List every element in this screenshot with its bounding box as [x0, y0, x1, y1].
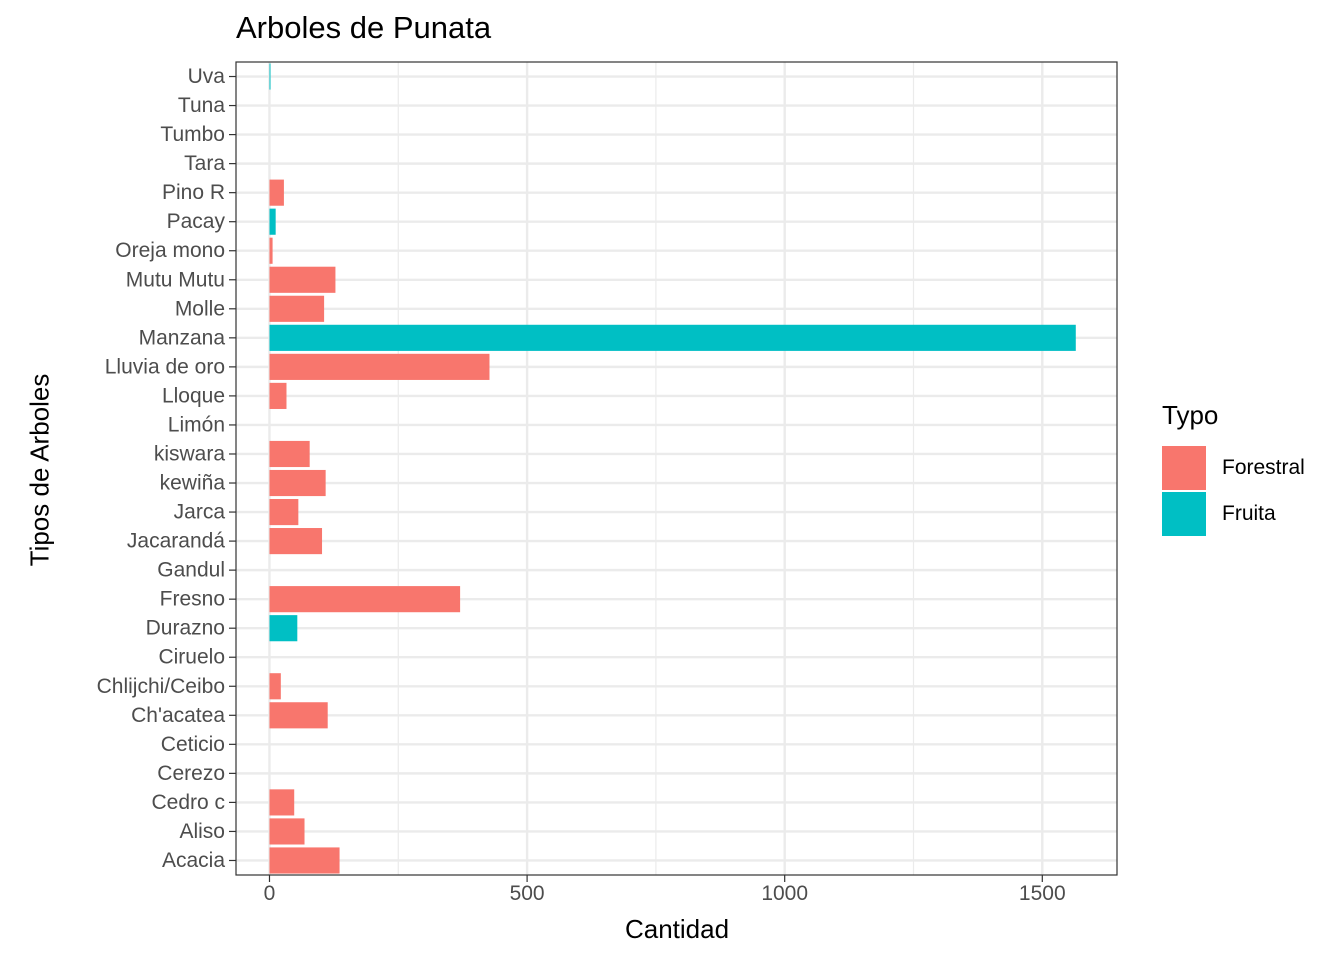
y-tick-label: Gandul — [157, 559, 225, 582]
y-tick-label: Lloque — [162, 384, 225, 407]
chart-title: Arboles de Punata — [236, 10, 492, 45]
y-tick-label: Jarca — [174, 501, 226, 524]
legend-key-fruita — [1162, 492, 1206, 536]
y-tick-label: Jacarandá — [127, 530, 225, 553]
bar-jarca — [269, 498, 299, 526]
y-tick-label: Lluvia de oro — [105, 355, 225, 378]
y-tick-label: Mutu Mutu — [126, 268, 225, 291]
legend-item-forestral: Forestral — [1162, 446, 1305, 490]
y-tick-label: Ch'acatea — [131, 704, 225, 727]
legend-label-forestral: Forestral — [1222, 456, 1305, 479]
bar-ch-acatea — [269, 702, 328, 729]
bar-chlijchi-ceibo — [269, 673, 281, 700]
y-tick-label: kiswara — [154, 442, 226, 465]
bar-manzana — [269, 324, 1076, 351]
y-tick-label: Pacay — [167, 210, 226, 233]
legend-title: Typo — [1162, 400, 1219, 430]
y-tick-label: Cerezo — [157, 762, 225, 785]
y-tick-label: Durazno — [146, 617, 225, 640]
bar-pino-r — [269, 179, 284, 206]
legend-label-fruita: Fruita — [1222, 502, 1276, 525]
x-tick-label: 500 — [510, 882, 545, 905]
y-tick-label: Ciruelo — [158, 646, 225, 669]
bar-aliso — [269, 818, 305, 845]
y-tick-label: Uva — [188, 65, 226, 88]
plot-border — [235, 61, 1118, 876]
bar-fresno — [269, 586, 461, 613]
bar-molle — [269, 295, 325, 322]
legend-item-fruita: Fruita — [1162, 492, 1276, 536]
bar-durazno — [269, 615, 298, 642]
x-axis-title: Cantidad — [624, 914, 730, 944]
bar-mutu-mutu — [269, 266, 336, 293]
y-tick-label: Molle — [175, 297, 225, 320]
bar-uva — [269, 63, 271, 90]
y-tick-label: Ceticio — [161, 733, 225, 756]
bar-kiswara — [269, 440, 310, 468]
bar-oreja-mono — [269, 237, 273, 264]
plot-panel — [236, 62, 1117, 875]
bar-lluvia-de-oro — [269, 353, 490, 380]
bar-kewi-a — [269, 469, 326, 497]
bar-jacarand- — [269, 528, 323, 555]
bar-lloque — [269, 382, 287, 409]
y-tick-label: Acacia — [162, 849, 225, 872]
y-tick-label: kewiña — [160, 472, 226, 495]
x-tick-label: 1500 — [1019, 882, 1066, 905]
y-axis-title: Tipos de Arboles — [24, 373, 55, 567]
bar-acacia — [269, 847, 340, 874]
y-tick-label: Limón — [168, 413, 225, 436]
y-tick-label: Chlijchi/Ceibo — [97, 675, 225, 698]
x-tick-label: 0 — [264, 882, 276, 905]
bar-pacay — [269, 208, 276, 235]
legend-key-forestral — [1162, 446, 1206, 490]
y-tick-label: Cedro c — [151, 791, 225, 814]
y-tick-label: Tuna — [178, 94, 225, 117]
x-tick-label: 1000 — [761, 882, 808, 905]
y-tick-label: Pino R — [162, 181, 225, 204]
y-tick-label: Oreja mono — [115, 239, 225, 262]
y-tick-label: Tara — [184, 152, 225, 175]
y-tick-label: Tumbo — [160, 123, 225, 146]
y-tick-label: Fresno — [160, 588, 225, 611]
y-tick-label: Aliso — [179, 820, 225, 843]
y-tick-label: Manzana — [139, 326, 226, 349]
bar-cedro-c — [269, 789, 295, 816]
